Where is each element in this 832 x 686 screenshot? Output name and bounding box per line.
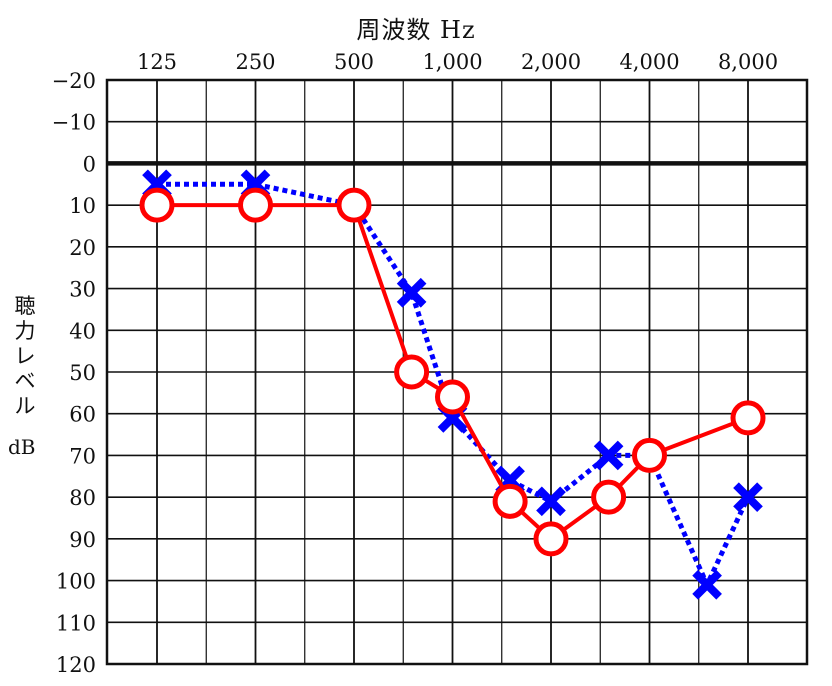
y-tick-label: 0: [83, 152, 96, 176]
y-tick-label: 30: [69, 278, 96, 302]
x-tick-label: 1,000: [422, 50, 482, 74]
x-tick-label: 2,000: [521, 50, 581, 74]
data-point-circle: [591, 479, 627, 515]
y-axis-label-char: 聴: [14, 294, 36, 318]
x-tick-label: 8,000: [718, 50, 778, 74]
y-axis-label: 聴 力 レ ベ ル: [14, 294, 36, 419]
data-point-circle: [139, 187, 175, 223]
data-point-cross: [692, 569, 722, 600]
y-tick-label: 20: [69, 236, 96, 260]
y-axis-label-char: ル: [14, 394, 36, 418]
data-point-circle: [632, 437, 667, 473]
data-point-cross: [536, 486, 566, 517]
cross-stroke: [536, 486, 566, 517]
cross-stroke: [733, 482, 763, 512]
series-line-circle: [157, 203, 749, 541]
x-tick-label: 125: [137, 50, 177, 74]
y-tick-label: 80: [69, 486, 96, 510]
data-point-circle: [238, 187, 273, 223]
y-tick-label: 70: [69, 444, 96, 468]
y-axis-unit: dB: [8, 435, 36, 459]
y-tick-label: −20: [52, 69, 96, 93]
cross-stroke: [692, 569, 722, 600]
data-point-circle: [435, 379, 470, 415]
y-tick-label: 50: [69, 361, 96, 385]
y-tick-label: 120: [56, 653, 96, 677]
series-line-cross: [157, 181, 751, 588]
y-tick-label: 90: [69, 528, 96, 552]
chart-title: 周波数 Hz: [356, 16, 476, 44]
y-tick-label: 60: [69, 403, 96, 427]
data-point-cross: [396, 277, 427, 308]
x-tick-label: 500: [334, 50, 374, 74]
data-point-cross: [593, 440, 624, 471]
y-axis-label-char: 力: [14, 319, 36, 343]
y-axis-label-char: ベ: [14, 369, 36, 393]
cross-stroke: [396, 277, 427, 308]
y-tick-label: 10: [69, 194, 96, 218]
y-axis-label-char: レ: [14, 344, 36, 368]
data-point-circle: [730, 400, 766, 436]
y-tick-label: 100: [56, 570, 96, 594]
y-tick-label: 40: [69, 319, 96, 343]
cross-stroke: [593, 440, 624, 471]
data-point-circle: [336, 187, 372, 223]
data-point-circle: [492, 483, 528, 519]
x-tick-label: 4,000: [619, 50, 679, 74]
y-tick-label: −10: [52, 111, 96, 135]
data-point-cross: [733, 482, 763, 512]
data-point-circle: [394, 354, 430, 390]
x-tick-label: 250: [235, 50, 275, 74]
y-tick-label: 110: [56, 611, 96, 635]
data-point-circle: [533, 521, 569, 557]
